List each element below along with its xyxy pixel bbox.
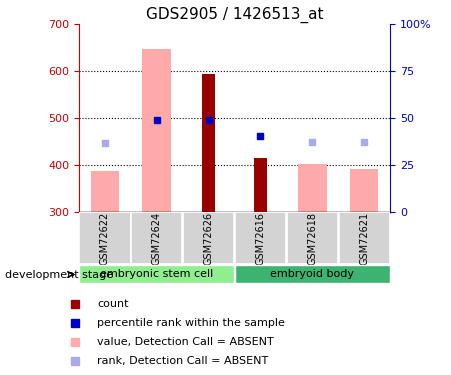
Text: embryoid body: embryoid body [270,269,354,279]
Bar [235,212,286,264]
Text: value, Detection Call = ABSENT: value, Detection Call = ABSENT [97,337,274,347]
Text: development stage: development stage [5,270,113,279]
Text: rank, Detection Call = ABSENT: rank, Detection Call = ABSENT [97,356,268,366]
Text: GSM72616: GSM72616 [255,211,266,265]
Bar [235,265,390,283]
Bar [79,265,234,283]
Bar [350,169,378,212]
Bar [183,212,234,264]
Bar [79,212,130,264]
Bar [287,212,338,264]
Text: GSM72622: GSM72622 [100,211,110,265]
Text: GSM72621: GSM72621 [359,211,369,265]
Bar [339,212,390,264]
Text: GSM72618: GSM72618 [307,211,318,265]
Text: count: count [97,299,129,309]
Text: embryonic stem cell: embryonic stem cell [100,269,213,279]
Bar [91,171,119,212]
Bar [143,49,171,212]
Text: GSM72626: GSM72626 [203,211,214,265]
Bar [298,164,327,212]
Bar [131,212,182,264]
Text: GSM72624: GSM72624 [152,211,162,265]
Text: percentile rank within the sample: percentile rank within the sample [97,318,285,328]
Bar [202,74,215,212]
Bar [254,158,267,212]
Title: GDS2905 / 1426513_at: GDS2905 / 1426513_at [146,7,323,23]
